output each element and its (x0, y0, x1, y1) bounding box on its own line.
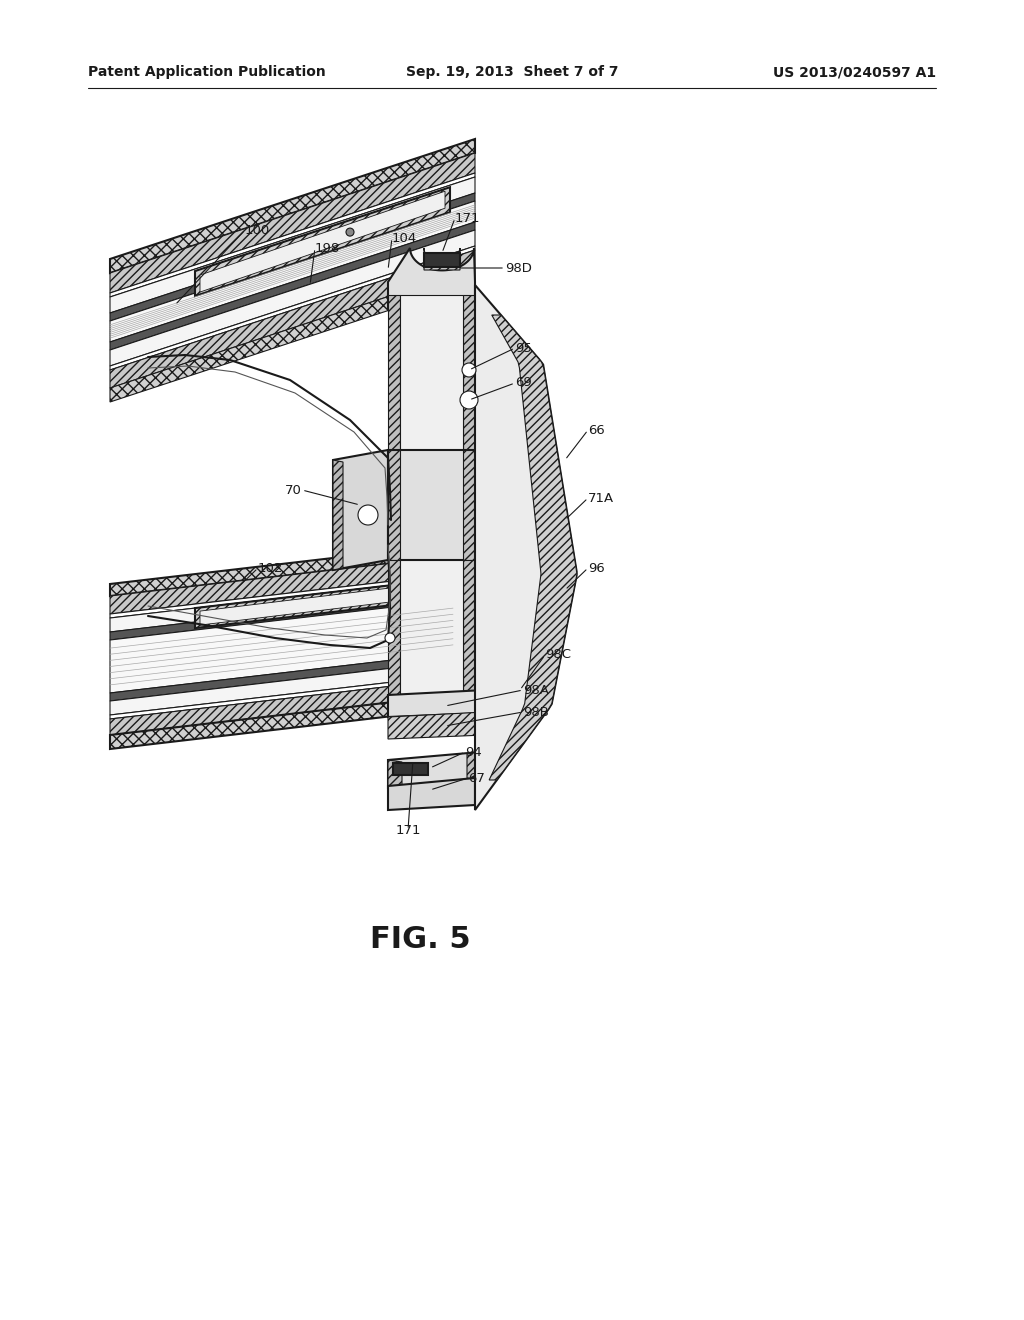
Polygon shape (424, 248, 460, 271)
Polygon shape (110, 601, 453, 693)
Polygon shape (110, 578, 453, 632)
Text: 171: 171 (455, 211, 480, 224)
Bar (424, 253, 460, 267)
Polygon shape (110, 153, 475, 293)
Circle shape (460, 391, 478, 409)
Text: 67: 67 (468, 771, 485, 784)
Text: 100: 100 (245, 223, 270, 236)
Polygon shape (333, 459, 343, 570)
Polygon shape (110, 246, 475, 370)
Polygon shape (388, 777, 475, 810)
Text: 98A: 98A (523, 684, 549, 697)
Polygon shape (110, 591, 453, 640)
Polygon shape (110, 696, 453, 748)
Polygon shape (110, 556, 453, 614)
Text: 98D: 98D (505, 261, 531, 275)
Polygon shape (463, 294, 475, 450)
Polygon shape (110, 193, 475, 321)
Text: 98C: 98C (545, 648, 571, 661)
Polygon shape (110, 249, 475, 388)
Text: 71A: 71A (588, 491, 614, 504)
Polygon shape (463, 450, 475, 560)
Polygon shape (110, 653, 453, 701)
Polygon shape (388, 760, 402, 788)
Polygon shape (110, 675, 453, 719)
Polygon shape (467, 752, 480, 780)
Text: 98B: 98B (523, 705, 549, 718)
Text: Patent Application Publication: Patent Application Publication (88, 65, 326, 79)
Polygon shape (388, 450, 400, 560)
Text: 69: 69 (515, 376, 531, 389)
Circle shape (462, 363, 476, 378)
Text: Sep. 19, 2013  Sheet 7 of 7: Sep. 19, 2013 Sheet 7 of 7 (406, 65, 618, 79)
Polygon shape (195, 187, 450, 296)
Polygon shape (400, 294, 463, 450)
Bar (393, 763, 428, 775)
Text: 94: 94 (465, 746, 481, 759)
Polygon shape (463, 560, 475, 700)
Polygon shape (110, 574, 453, 618)
Polygon shape (110, 173, 475, 297)
Circle shape (358, 506, 378, 525)
Polygon shape (110, 177, 475, 313)
Polygon shape (110, 222, 475, 350)
Text: 104: 104 (392, 231, 417, 244)
Polygon shape (388, 752, 480, 788)
Text: 171: 171 (395, 824, 421, 837)
Polygon shape (388, 690, 485, 717)
Polygon shape (489, 315, 577, 780)
Text: FIG. 5: FIG. 5 (370, 925, 470, 954)
Text: 66: 66 (588, 424, 605, 437)
Polygon shape (475, 285, 577, 810)
Polygon shape (195, 579, 445, 628)
Text: 102: 102 (258, 561, 284, 574)
Polygon shape (388, 560, 400, 700)
Polygon shape (388, 450, 475, 560)
Polygon shape (110, 201, 475, 342)
Polygon shape (388, 248, 475, 310)
Polygon shape (200, 582, 440, 626)
Text: 96: 96 (588, 561, 605, 574)
Polygon shape (110, 678, 453, 735)
Polygon shape (475, 686, 525, 717)
Text: US 2013/0240597 A1: US 2013/0240597 A1 (773, 65, 936, 79)
Circle shape (346, 228, 354, 236)
Polygon shape (200, 191, 445, 292)
Polygon shape (110, 661, 453, 715)
Polygon shape (388, 711, 485, 739)
Polygon shape (110, 268, 475, 403)
Circle shape (385, 634, 395, 643)
Polygon shape (110, 139, 475, 273)
Polygon shape (333, 450, 388, 570)
Polygon shape (110, 544, 453, 597)
Text: 95: 95 (515, 342, 531, 355)
Text: 198: 198 (315, 242, 340, 255)
Text: 70: 70 (285, 483, 302, 496)
Polygon shape (400, 560, 463, 700)
Polygon shape (388, 294, 400, 450)
Polygon shape (110, 230, 475, 366)
